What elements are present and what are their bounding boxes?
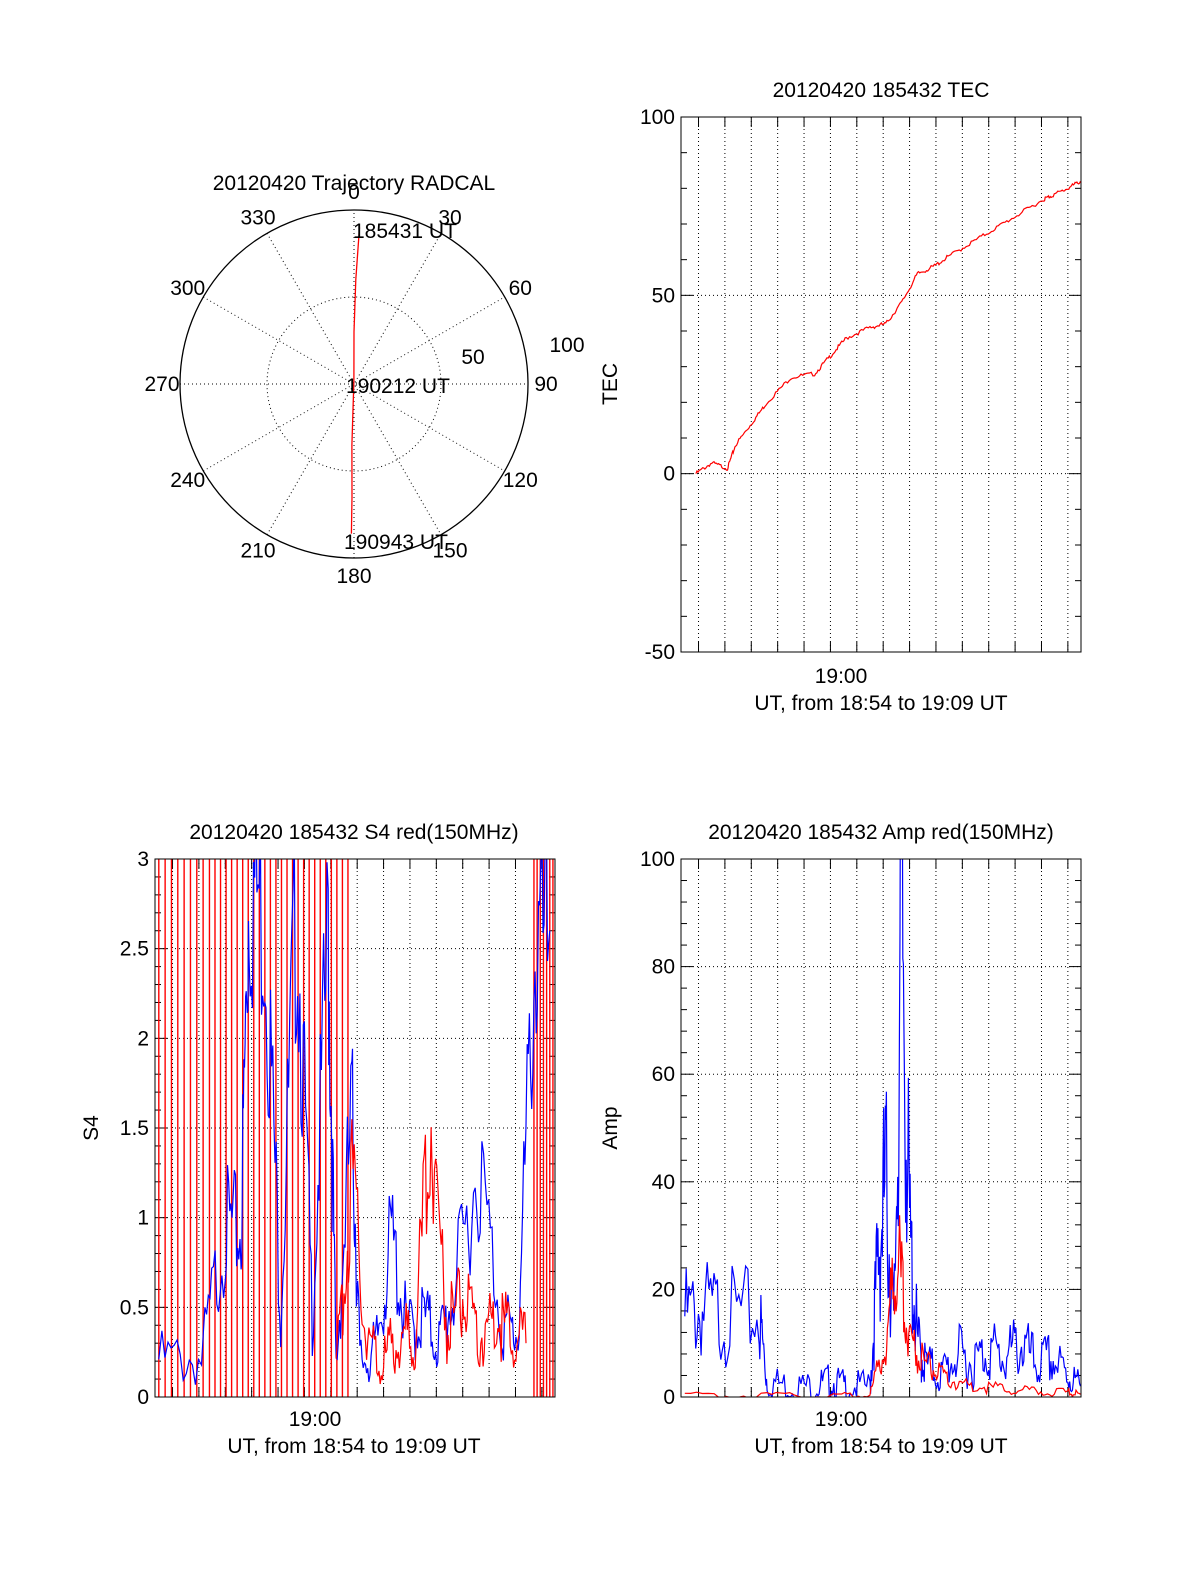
annotation-start-time: 185431 UT	[353, 220, 457, 243]
polar-title: 20120420 Trajectory RADCAL	[213, 172, 496, 195]
s4-title: 20120420 185432 S4 red(150MHz)	[189, 821, 518, 844]
tec-axes-frame	[680, 116, 1082, 653]
amp-plot-area	[684, 859, 1081, 1397]
polar-radial-label-100: 100	[549, 334, 584, 357]
amp-grid	[681, 859, 1081, 1397]
trajectory-line	[350, 227, 361, 534]
tec-x-tick-label: 19:00	[815, 665, 868, 688]
s4-x-tick-label: 19:00	[289, 1408, 342, 1431]
polar-angle-label: 120	[503, 469, 538, 492]
series-line	[158, 859, 551, 1385]
polar-angle-label: 270	[144, 373, 179, 396]
s4-axes-frame	[154, 858, 556, 1398]
s4-y-axis-label: S4	[80, 1115, 103, 1141]
y-tick-label: 100	[640, 848, 675, 871]
y-tick-label: 1.5	[120, 1117, 149, 1140]
s4-series	[158, 859, 551, 1385]
y-tick-label: 80	[652, 956, 675, 979]
series-line	[684, 859, 1081, 1397]
polar-trajectory-panel: 20120420 Trajectory RADCAL 0 30 60 90 120 150…	[144, 172, 584, 588]
annotation-mid-time: 190212 UT	[346, 375, 450, 398]
tec-y-axis-label: TEC	[599, 363, 622, 405]
y-tick-label: 0	[137, 1386, 149, 1409]
y-tick-label: -50	[645, 641, 675, 664]
tec-panel: 20120420 185432 TEC -50 0 50 100 19:00 UT, …	[599, 79, 1082, 715]
tec-series	[695, 180, 1082, 474]
annotation-end-time: 190943 UT	[344, 531, 448, 554]
polar-angle-label: 90	[534, 373, 557, 396]
amp-axes-frame	[680, 858, 1082, 1398]
polar-angle-label: 330	[240, 207, 275, 230]
tec-title: 20120420 185432 TEC	[773, 79, 990, 102]
amp-title: 20120420 185432 Amp red(150MHz)	[708, 821, 1054, 844]
amp-series	[684, 859, 1081, 1397]
polar-angle-label: 60	[509, 277, 532, 300]
y-tick-label: 40	[652, 1171, 675, 1194]
polar-angle-label: 0	[348, 181, 360, 204]
polar-angle-label: 150	[432, 539, 467, 562]
series-line	[684, 1215, 1081, 1397]
y-tick-label: 1	[137, 1207, 149, 1230]
y-tick-label: 0	[663, 1386, 675, 1409]
y-tick-label: 50	[652, 284, 675, 307]
amp-y-axis-label: Amp	[599, 1106, 622, 1149]
y-tick-label: 60	[652, 1063, 675, 1086]
polar-angle-labels: 0 30 60 90 120 150 180 210 240 270 300 330	[144, 181, 557, 588]
s4-plot-area	[158, 859, 554, 1397]
amp-panel: 20120420 185432 Amp red(150MHz) 0 20 40 60 8…	[599, 821, 1082, 1458]
s4-y-tick-labels: 0 0.5 1 1.5 2 2.5 3	[120, 848, 149, 1409]
tec-y-tick-labels: -50 0 50 100	[640, 106, 675, 664]
series-line	[335, 1119, 527, 1385]
tec-ticks	[681, 116, 1081, 653]
amp-x-tick-label: 19:00	[815, 1408, 868, 1431]
polar-angle-label: 210	[240, 539, 275, 562]
amp-y-tick-labels: 0 20 40 60 80 100	[640, 848, 675, 1409]
y-tick-label: 0	[663, 463, 675, 486]
y-tick-label: 2.5	[120, 938, 149, 961]
polar-radial-label-50: 50	[461, 346, 484, 369]
tec-grid	[681, 117, 1081, 652]
y-tick-label: 100	[640, 106, 675, 129]
polar-angle-label: 300	[170, 277, 205, 300]
s4-x-axis-label: UT, from 18:54 to 19:09 UT	[227, 1435, 480, 1458]
y-tick-label: 20	[652, 1278, 675, 1301]
series-line	[695, 180, 1082, 474]
polar-angle-label: 180	[336, 565, 371, 588]
tec-x-axis-label: UT, from 18:54 to 19:09 UT	[754, 692, 1007, 715]
polar-angle-label: 240	[170, 469, 205, 492]
polar-angle-label: 30	[438, 207, 461, 230]
y-tick-label: 3	[137, 848, 149, 871]
y-tick-label: 2	[137, 1027, 149, 1050]
s4-panel: 20120420 185432 S4 red(150MHz) 0 0.5 1 1.5 2…	[80, 821, 556, 1458]
amp-x-axis-label: UT, from 18:54 to 19:09 UT	[754, 1435, 1007, 1458]
y-tick-label: 0.5	[120, 1296, 149, 1319]
amp-ticks	[681, 858, 1081, 1398]
